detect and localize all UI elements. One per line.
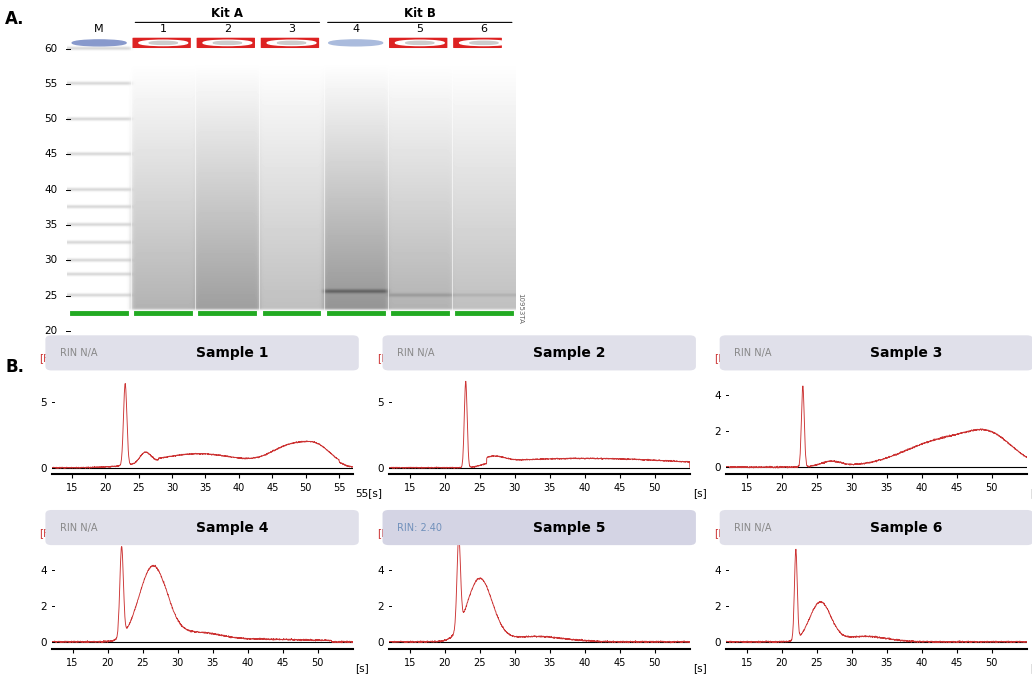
FancyBboxPatch shape [453,38,502,48]
Text: 35: 35 [44,220,58,230]
Text: Sample 4: Sample 4 [196,521,268,535]
FancyBboxPatch shape [197,38,255,48]
Text: RIN N/A: RIN N/A [734,523,772,533]
Text: 30: 30 [44,256,58,266]
Text: Kit B: Kit B [404,7,436,20]
Text: RIN N/A: RIN N/A [60,523,97,533]
Text: 4: 4 [352,24,359,34]
FancyBboxPatch shape [261,38,319,48]
Circle shape [470,41,498,45]
Text: 40: 40 [44,185,58,195]
Text: Sample 3: Sample 3 [870,346,942,360]
Text: 55: 55 [44,79,58,89]
Text: [s]: [s] [692,488,707,498]
Text: 1: 1 [160,24,167,34]
Text: RIN: 2.40: RIN: 2.40 [397,523,442,533]
Circle shape [150,41,178,45]
Text: [FU]: [FU] [39,353,61,363]
Text: 55[s]: 55[s] [356,488,383,498]
Text: [s]: [s] [692,662,707,673]
Text: 45: 45 [44,149,58,160]
Circle shape [72,40,126,46]
Text: Sample 6: Sample 6 [870,521,942,535]
Text: M: M [94,24,104,34]
Text: 3: 3 [288,24,295,34]
Text: 2: 2 [224,24,231,34]
Text: [FU]: [FU] [377,528,398,538]
Circle shape [267,40,316,45]
Circle shape [203,40,252,45]
Text: Kit A: Kit A [212,7,244,20]
FancyBboxPatch shape [132,38,191,48]
Text: Sample 2: Sample 2 [534,346,606,360]
Text: RIN N/A: RIN N/A [60,348,97,358]
Text: [s]: [s] [1030,662,1032,673]
Circle shape [395,40,444,45]
Text: [FU]: [FU] [714,353,736,363]
Circle shape [406,41,433,45]
Text: 20: 20 [44,326,58,336]
Circle shape [278,41,305,45]
Text: A.: A. [5,10,25,28]
Circle shape [329,40,383,46]
Circle shape [214,41,241,45]
Circle shape [459,40,509,45]
FancyBboxPatch shape [389,38,448,48]
Text: [FU]: [FU] [714,528,736,538]
Text: Sample 5: Sample 5 [534,521,606,535]
Text: [FU]: [FU] [39,528,61,538]
Text: RIN N/A: RIN N/A [734,348,772,358]
Text: Sample 1: Sample 1 [196,346,268,360]
Text: [FU]: [FU] [377,353,398,363]
Text: B.: B. [5,358,24,377]
Text: [s]: [s] [1030,488,1032,498]
Text: 6: 6 [481,24,487,34]
Text: RIN N/A: RIN N/A [397,348,434,358]
Text: 50: 50 [44,114,58,124]
Text: 60: 60 [44,43,58,53]
Text: 25: 25 [44,291,58,301]
Text: 10953TA: 10953TA [517,293,523,324]
Circle shape [139,40,188,45]
Text: 5: 5 [416,24,423,34]
Text: [s]: [s] [356,662,369,673]
